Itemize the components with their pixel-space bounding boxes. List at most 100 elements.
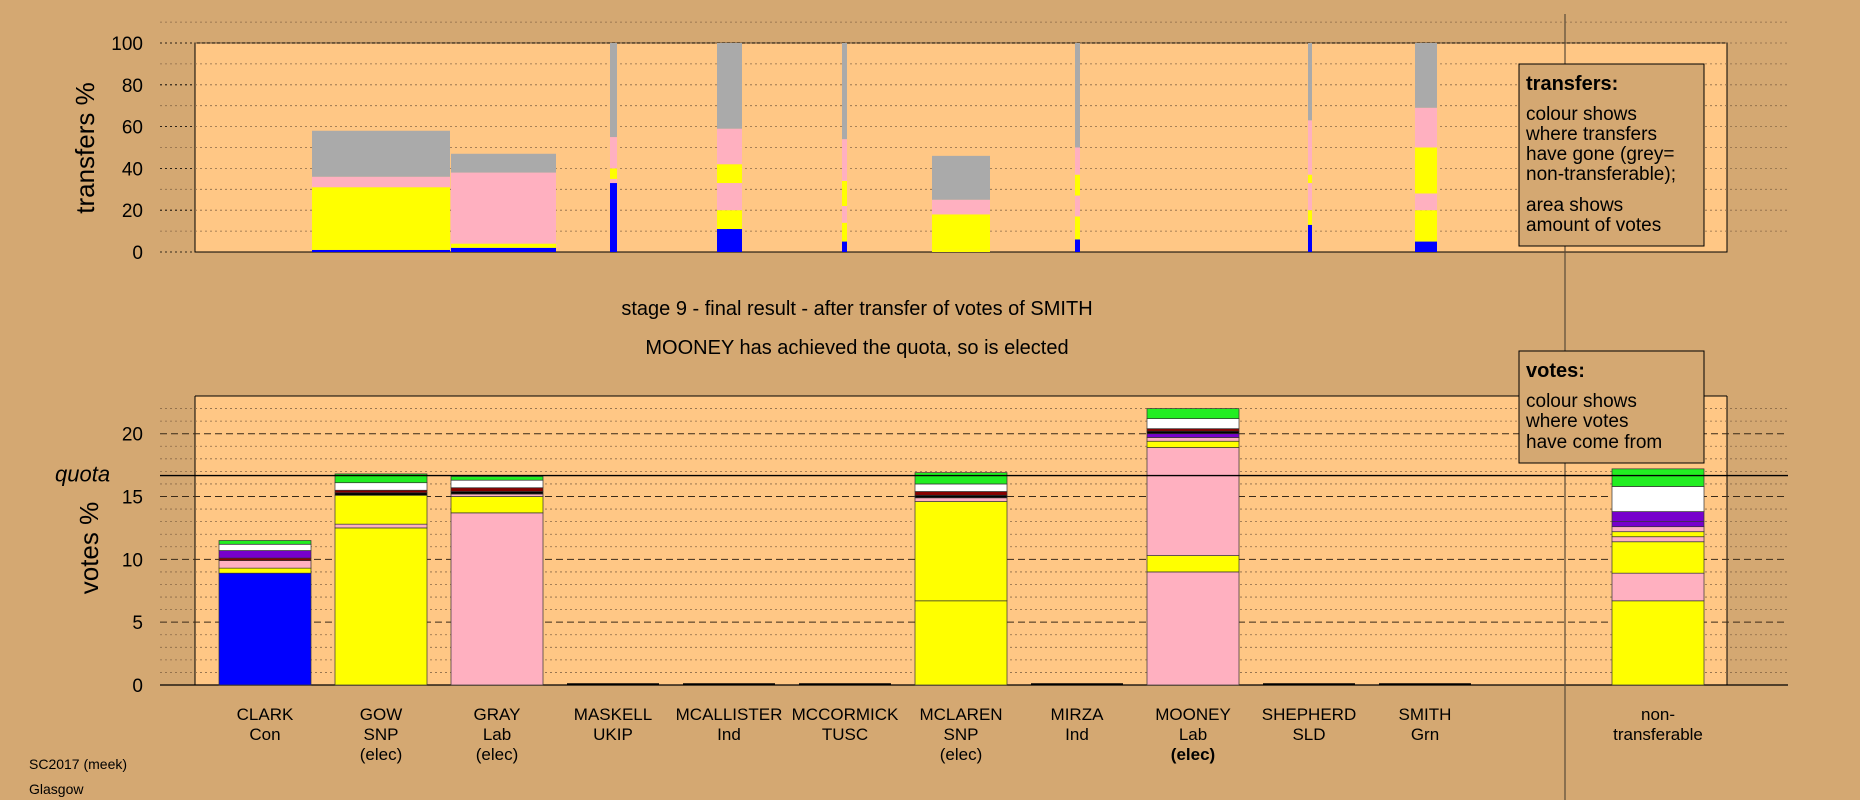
transfers-y-tick-label: 60: [122, 118, 143, 139]
transfers-y-tick-label: 40: [122, 159, 143, 180]
vote-segment: [1611, 572, 1705, 602]
transfers-legend-line: have gone (grey=: [1526, 144, 1674, 165]
candidate-name: MCALLISTER: [676, 705, 783, 724]
transfer-segment: [932, 155, 990, 200]
vote-segment: [218, 557, 312, 561]
vote-segment: [218, 567, 312, 574]
vote-segment: [450, 491, 544, 495]
candidate-name: MOONEY: [1155, 705, 1231, 724]
vote-segment: [334, 489, 428, 494]
candidate-name: MIRZA: [1051, 705, 1105, 724]
transfer-segment: [451, 247, 556, 252]
transfer-segment: [451, 153, 556, 173]
vote-segment: [1146, 571, 1240, 686]
candidate-name: MASKELL: [574, 705, 652, 724]
transfer-segment: [1075, 239, 1080, 252]
transfer-segment: [1075, 216, 1080, 240]
transfer-segment: [1308, 224, 1312, 252]
votes-y-tick-label: 20: [122, 425, 143, 446]
transfer-segment: [1415, 193, 1437, 211]
transfer-segment: [932, 199, 990, 215]
vote-segment: [450, 487, 544, 492]
transfers-y-tick-label: 100: [111, 34, 143, 55]
candidate-party: SLD: [1292, 725, 1325, 744]
candidate-name: SMITH: [1399, 705, 1452, 724]
vote-segment: [1611, 486, 1705, 512]
votes-y-tick-label: 0: [132, 676, 143, 697]
vote-segment: [334, 523, 428, 529]
vote-segment: [334, 492, 428, 496]
transfer-segment: [1415, 241, 1437, 252]
vote-segment: [1146, 447, 1240, 556]
vote-segment: [450, 493, 544, 497]
transfer-segment: [1308, 43, 1312, 121]
transfer-segment: [1415, 210, 1437, 242]
transfers-y-ticks: 0 20 40 60 80 100: [111, 34, 195, 264]
vote-segment: [334, 527, 428, 686]
transfer-segment: [842, 241, 847, 252]
transfer-segment: [932, 214, 990, 250]
candidate-party: UKIP: [593, 725, 633, 744]
vote-segment: [450, 512, 544, 686]
transfer-segment: [451, 243, 556, 248]
vote-segment: [1146, 418, 1240, 430]
votes-axis-title: votes %: [74, 502, 104, 595]
vote-segment: [914, 472, 1008, 485]
transfer-segment: [312, 187, 450, 242]
candidate-party: TUSC: [822, 725, 868, 744]
transfer-segment: [312, 241, 450, 250]
transfer-segment: [610, 178, 617, 184]
stage-heading: stage 9 - final result - after transfer …: [621, 298, 1092, 320]
votes-legend: votes: colour shows where votes have com…: [1518, 350, 1705, 464]
vote-segment: [1146, 428, 1240, 432]
transfer-segment: [842, 180, 847, 207]
candidate-name: MCCORMICK: [792, 705, 899, 724]
candidate-name: MCLAREN: [919, 705, 1002, 724]
transfer-segment: [312, 130, 450, 177]
vote-segment: [1611, 600, 1705, 686]
vote-segment: [1146, 430, 1240, 435]
candidate-name: CLARK: [237, 705, 294, 724]
votes-y-tick-label: 15: [122, 488, 143, 509]
vote-segment: [1611, 468, 1705, 487]
vote-segment: [218, 540, 312, 545]
candidate-name: GOW: [360, 705, 403, 724]
vote-segment: [914, 501, 1008, 602]
transfer-segment: [717, 128, 742, 165]
candidate-party: SNP: [944, 725, 979, 744]
transfer-segment: [717, 43, 742, 129]
transfer-segment: [842, 206, 847, 223]
transfer-segment: [1308, 174, 1312, 184]
vote-segment: [1611, 536, 1705, 543]
transfer-segment: [312, 249, 450, 252]
quota-label: quota: [55, 462, 110, 487]
transfers-y-tick-label: 20: [122, 201, 143, 222]
result-heading: MOONEY has achieved the quota, so is ele…: [645, 337, 1068, 359]
vote-segment: [1611, 521, 1705, 528]
transfer-segment: [1308, 183, 1312, 211]
vote-segment: [1611, 511, 1705, 523]
candidate-name: non-: [1641, 705, 1675, 724]
transfers-legend-line: where transfers: [1525, 124, 1657, 145]
vote-segment: [1146, 433, 1240, 438]
vote-segment: [1611, 526, 1705, 533]
vote-segment: [450, 476, 544, 481]
candidate-labels: CLARKConGOWSNP(elec)GRAYLab(elec)MASKELL…: [237, 705, 1703, 764]
transfer-segment: [1415, 43, 1437, 108]
vote-segment: [1146, 408, 1240, 419]
candidate-status: (elec): [940, 745, 983, 764]
transfers-axis-title: transfers %: [70, 82, 100, 214]
candidate-party: Lab: [483, 725, 511, 744]
transfer-segment: [1415, 107, 1437, 148]
transfer-segment: [312, 176, 450, 188]
transfer-segment: [1075, 43, 1080, 148]
votes-legend-title: votes:: [1526, 360, 1585, 382]
transfer-segment: [610, 43, 617, 138]
candidate-party: Grn: [1411, 725, 1439, 744]
vote-segment: [1146, 440, 1240, 448]
transfer-segment: [842, 43, 847, 140]
vote-segment: [450, 479, 544, 489]
candidate-status: (elec): [1171, 745, 1215, 764]
transfer-segment: [717, 210, 742, 230]
